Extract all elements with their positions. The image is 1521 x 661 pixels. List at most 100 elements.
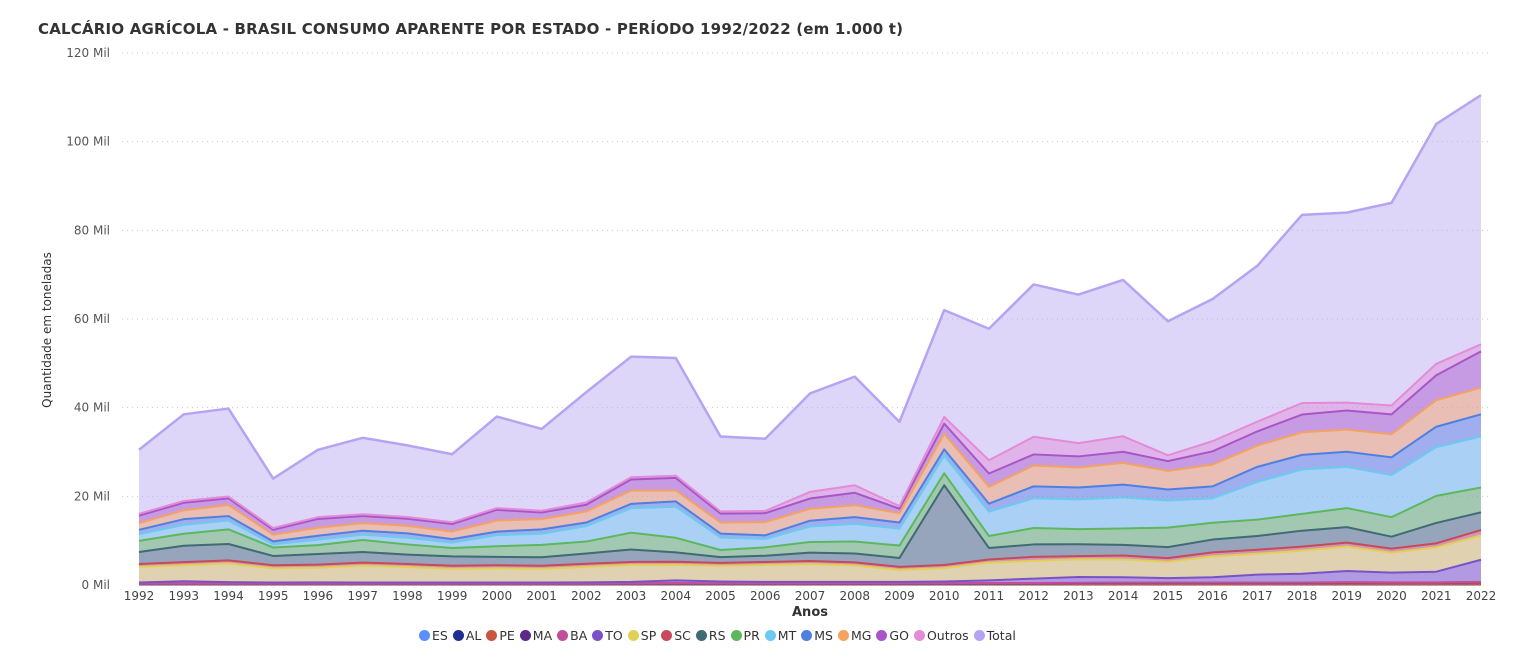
legend: ES AL PE MA BA TO SP SC RS PR MT MS MG GO Outros Total [419, 628, 1021, 643]
x-tick-label: 1996 [303, 589, 334, 603]
x-tick-label: 2000 [482, 589, 513, 603]
x-tick-label: 1993 [168, 589, 199, 603]
x-tick-label: 2020 [1376, 589, 1407, 603]
legend-label: MA [532, 628, 553, 643]
legend-item-ms: MS [801, 628, 833, 643]
x-tick-label: 2004 [661, 589, 692, 603]
legend-item-sc: SC [661, 628, 691, 643]
series-areas [138, 94, 1482, 586]
legend-label: SP [640, 628, 657, 643]
x-tick-label: 2010 [929, 589, 960, 603]
x-tick-label: 1999 [437, 589, 468, 603]
area-to [139, 559, 1481, 584]
legend-item-al: AL [452, 628, 482, 643]
x-tick-label: 1998 [392, 589, 423, 603]
legend-dot-icon [452, 630, 464, 641]
legend-label: TO [605, 628, 623, 643]
line-pr [138, 472, 1482, 551]
x-tick-label: 2002 [571, 589, 602, 603]
x-tick-label: 2019 [1332, 589, 1363, 603]
x-tick-label: 2016 [1197, 589, 1228, 603]
legend-label: SC [674, 628, 691, 643]
legend-item-total: Total [973, 628, 1016, 643]
legend-item-mg: MG [837, 628, 872, 643]
x-tick-label: 2007 [795, 589, 826, 603]
legend-label: BA [570, 628, 588, 643]
x-tick-label: 2013 [1063, 589, 1094, 603]
x-tick-label: 1995 [258, 589, 289, 603]
legend-dot-icon [419, 630, 430, 641]
line-sc [138, 529, 1482, 568]
area-sp [139, 535, 1481, 583]
legend-label: GO [889, 628, 909, 643]
x-tick-label: 2003 [616, 589, 647, 603]
x-tick-label: 2005 [705, 589, 736, 603]
line-sp [138, 534, 1482, 571]
line-mt [138, 435, 1482, 546]
x-axis-ticks: 1992 1993 1994 1995 1996 1997 1998 1999 2000 2001… [124, 589, 1497, 603]
legend-label: MG [850, 628, 872, 643]
x-tick-label: 2012 [1018, 589, 1049, 603]
y-tick-label: 40 Mil [74, 401, 110, 415]
line-go [138, 350, 1482, 531]
x-tick-label: 2011 [974, 589, 1005, 603]
legend-item-es: ES [419, 628, 448, 643]
x-tick-label: 2006 [750, 589, 781, 603]
legend-dot-icon [557, 630, 569, 641]
legend-label: PR [743, 628, 760, 643]
x-tick-label: 1992 [124, 589, 155, 603]
line-ms [138, 413, 1482, 543]
legend-dot-icon [837, 630, 849, 641]
legend-label: MT [777, 628, 797, 643]
legend-dot-icon [661, 630, 673, 641]
legend-item-ba: BA [557, 628, 587, 643]
line-mg [138, 386, 1482, 536]
legend-item-to: TO [592, 628, 623, 643]
x-tick-label: 2014 [1108, 589, 1139, 603]
area-total [139, 95, 1481, 585]
legend-label: Outros [926, 628, 969, 643]
legend-dot-icon [486, 630, 498, 641]
legend-label: AL [465, 628, 482, 643]
legend-dot-icon [695, 630, 707, 641]
legend-dot-icon [876, 630, 888, 641]
line-to [138, 558, 1482, 584]
legend-dot-icon [973, 630, 985, 641]
y-axis-label: Quantidade em toneladas [40, 252, 54, 408]
x-tick-label: 2015 [1153, 589, 1184, 603]
legend-item-go: GO [876, 628, 909, 643]
legend-label: ES [432, 628, 448, 643]
legend-dot-icon [730, 630, 742, 641]
legend-label: RS [708, 628, 726, 643]
y-tick-label: 100 Mil [66, 135, 110, 149]
line-outros [138, 343, 1482, 530]
x-tick-label: 2018 [1287, 589, 1318, 603]
legend-dot-icon [801, 630, 813, 641]
area-mg [139, 387, 1481, 542]
x-tick-label: 2009 [884, 589, 915, 603]
legend-item-outros: Outros [913, 628, 969, 643]
legend-item-sp: SP [627, 628, 657, 643]
legend-dot-icon [764, 630, 776, 641]
y-tick-label: 80 Mil [74, 223, 110, 237]
y-axis-ticks: 0 Mil 20 Mil 40 Mil 60 Mil 80 Mil 100 Mil 120 … [66, 46, 110, 592]
legend-item-rs: RS [695, 628, 726, 643]
y-tick-label: 0 Mil [82, 578, 110, 592]
area-pr [139, 473, 1481, 558]
x-tick-label: 2001 [526, 589, 557, 603]
x-tick-label: 2021 [1421, 589, 1452, 603]
x-tick-label: 2008 [839, 589, 870, 603]
y-tick-label: 120 Mil [66, 46, 110, 60]
x-tick-label: 2017 [1242, 589, 1273, 603]
x-tick-label: 1994 [213, 589, 244, 603]
legend-item-pe: PE [486, 628, 515, 643]
legend-label: MS [814, 628, 833, 643]
x-axis-label: Anos [792, 605, 828, 620]
y-tick-label: 60 Mil [74, 312, 110, 326]
line-rs [138, 484, 1482, 559]
legend-dot-icon [592, 630, 604, 641]
x-tick-label: 2022 [1466, 589, 1497, 603]
legend-item-ma: MA [519, 628, 553, 643]
legend-label: Total [986, 628, 1016, 643]
